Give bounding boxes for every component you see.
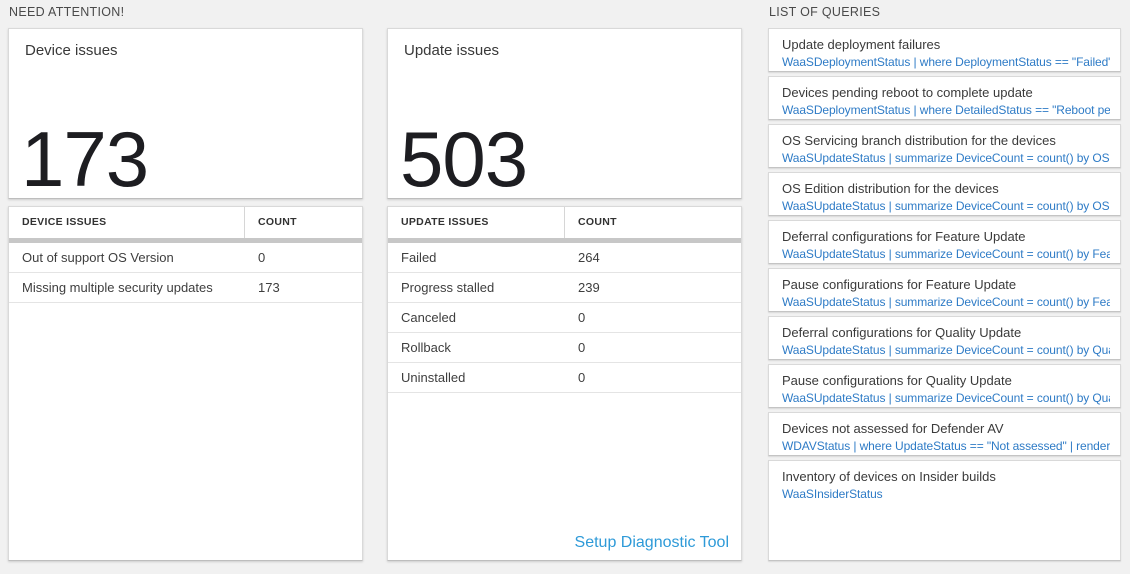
query-text: WaaSDeploymentStatus | where DetailedSta… [782,103,1110,117]
query-title: Deferral configurations for Quality Upda… [782,325,1022,340]
query-item[interactable]: Update deployment failures WaaSDeploymen… [768,28,1121,72]
row-label: Missing multiple security updates [22,280,213,295]
query-item[interactable]: Deferral configurations for Quality Upda… [768,316,1121,360]
row-label: Uninstalled [401,370,466,385]
query-item[interactable]: Devices not assessed for Defender AV WDA… [768,412,1121,456]
row-count: 264 [578,250,600,265]
query-title: Pause configurations for Feature Update [782,277,1017,292]
table-row[interactable]: Rollback 0 [388,333,741,363]
query-list: Update deployment failures WaaSDeploymen… [768,28,1121,561]
table-row[interactable]: Missing multiple security updates 173 [9,273,362,303]
table-row[interactable]: Uninstalled 0 [388,363,741,393]
query-title: OS Edition distribution for the devices [782,181,999,196]
column-header-count: COUNT [258,216,297,228]
table-row[interactable]: Failed 264 [388,243,741,273]
query-item[interactable]: Inventory of devices on Insider builds W… [768,460,1121,561]
column-header-count: COUNT [578,216,617,228]
list-of-queries-heading: LIST OF QUERIES [769,5,881,19]
table-row[interactable]: Out of support OS Version 0 [9,243,362,273]
query-text: WaaSUpdateStatus | summarize DeviceCount… [782,295,1110,309]
query-text: WDAVStatus | where UpdateStatus == "Not … [782,439,1110,453]
update-issues-count: 503 [400,115,528,203]
query-item[interactable]: OS Servicing branch distribution for the… [768,124,1121,168]
query-text: WaaSUpdateStatus | summarize DeviceCount… [782,151,1110,165]
query-title: Update deployment failures [782,37,941,52]
setup-diagnostic-tool-link[interactable]: Setup Diagnostic Tool [574,534,729,551]
query-title: Inventory of devices on Insider builds [782,469,996,484]
query-item[interactable]: OS Edition distribution for the devices … [768,172,1121,216]
tile-title: Update issues [404,42,500,59]
query-title: Devices not assessed for Defender AV [782,421,1004,436]
row-count: 0 [578,370,586,385]
table-row[interactable]: Canceled 0 [388,303,741,333]
device-issues-tile[interactable]: Device issues 173 [8,28,363,199]
row-label: Progress stalled [401,280,495,295]
query-text: WaaSUpdateStatus | summarize DeviceCount… [782,247,1110,261]
table-header: DEVICE ISSUES COUNT [9,207,362,238]
query-item[interactable]: Pause configurations for Quality Update … [768,364,1121,408]
row-label: Out of support OS Version [22,250,174,265]
query-item[interactable]: Devices pending reboot to complete updat… [768,76,1121,120]
column-header-device-issues: DEVICE ISSUES [22,216,107,228]
table-header: UPDATE ISSUES COUNT [388,207,741,238]
query-item[interactable]: Pause configurations for Feature Update … [768,268,1121,312]
query-text: WaaSDeploymentStatus | where DeploymentS… [782,55,1110,69]
row-label: Canceled [401,310,456,325]
horizontal-scrollbar[interactable] [388,238,741,243]
row-count: 0 [258,250,266,265]
query-title: OS Servicing branch distribution for the… [782,133,1056,148]
update-issues-table: UPDATE ISSUES COUNT Failed 264 Progress … [387,206,742,561]
row-count: 173 [258,280,280,295]
column-header-update-issues: UPDATE ISSUES [401,216,489,228]
table-row[interactable]: Progress stalled 239 [388,273,741,303]
device-issues-table: DEVICE ISSUES COUNT Out of support OS Ve… [8,206,363,561]
row-label: Rollback [401,340,451,355]
horizontal-scrollbar[interactable] [9,238,362,243]
query-text: WaaSInsiderStatus [782,487,883,501]
column-divider [564,207,565,238]
row-count: 0 [578,340,586,355]
row-count: 239 [578,280,600,295]
query-text: WaaSUpdateStatus | summarize DeviceCount… [782,199,1110,213]
device-issues-count: 173 [21,115,149,203]
query-title: Pause configurations for Quality Update [782,373,1012,388]
query-text: WaaSUpdateStatus | summarize DeviceCount… [782,343,1110,357]
query-text: WaaSUpdateStatus | summarize DeviceCount… [782,391,1110,405]
query-title: Deferral configurations for Feature Upda… [782,229,1026,244]
query-item[interactable]: Deferral configurations for Feature Upda… [768,220,1121,264]
tile-title: Device issues [25,42,118,59]
update-issues-tile[interactable]: Update issues 503 [387,28,742,199]
query-title: Devices pending reboot to complete updat… [782,85,1033,100]
column-divider [244,207,245,238]
need-attention-heading: NEED ATTENTION! [9,5,125,19]
row-count: 0 [578,310,586,325]
row-label: Failed [401,250,437,265]
